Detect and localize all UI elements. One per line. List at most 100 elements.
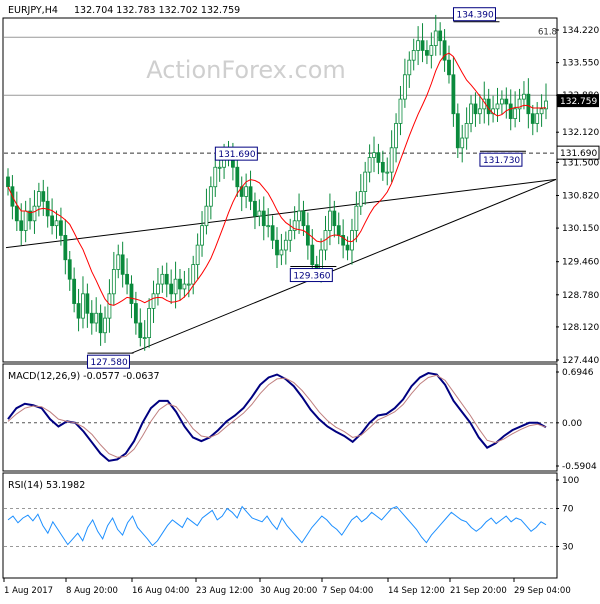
candle-body xyxy=(328,210,332,231)
candle-body xyxy=(442,40,447,61)
trendline xyxy=(5,178,557,249)
macd-layer xyxy=(4,372,556,462)
candle-body xyxy=(217,166,222,169)
candle-body xyxy=(288,230,293,241)
candle-body xyxy=(429,45,434,56)
candle-body xyxy=(301,210,306,227)
candle-body xyxy=(261,210,266,227)
candle-body xyxy=(164,273,169,285)
candle-body xyxy=(522,93,526,100)
annotation-box xyxy=(86,354,130,369)
candle-body xyxy=(336,225,341,236)
x-tick-label: 29 Sep 04:00 xyxy=(514,586,571,596)
candle-body xyxy=(213,166,218,188)
candle-body xyxy=(147,308,152,339)
candle-body xyxy=(407,59,412,76)
candle-body xyxy=(19,220,24,231)
candle-body xyxy=(81,293,85,319)
candle-body xyxy=(116,254,121,270)
price-tick-label: 128.780 xyxy=(562,291,599,301)
rsi-title: RSI(14) 53.1982 xyxy=(8,480,85,491)
candle-body xyxy=(208,186,213,207)
candle-body xyxy=(402,74,407,100)
candle-body xyxy=(425,50,429,56)
candle-body xyxy=(451,74,456,115)
candle-body xyxy=(363,171,368,192)
candle-body xyxy=(530,113,535,124)
rsi-tick-label: 30 xyxy=(562,543,574,553)
candle-body xyxy=(420,40,425,51)
candle-body xyxy=(63,234,68,261)
price-tick-label: 127.440 xyxy=(562,356,599,366)
candle-body xyxy=(125,273,129,285)
watermark: ActionForex.com xyxy=(146,56,346,84)
macd-title: MACD(12,26,9) -0.0577 -0.0637 xyxy=(8,371,160,382)
rsi-layer xyxy=(4,505,556,547)
x-tick-label: 21 Sep 20:00 xyxy=(450,586,507,596)
candle-body xyxy=(50,215,54,227)
moving-average-line xyxy=(7,52,547,306)
price-tick-label: 132.120 xyxy=(562,128,599,138)
candle-body xyxy=(544,100,548,110)
candle-body xyxy=(504,98,509,105)
candle-body xyxy=(380,161,385,173)
candle-body xyxy=(385,171,390,174)
candle-body xyxy=(173,278,178,295)
macd-tick-label: 0.6946 xyxy=(562,368,594,378)
price-panel xyxy=(2,17,558,363)
annotation-box xyxy=(289,268,333,283)
candle-body xyxy=(156,283,160,295)
x-tick-label: 23 Aug 12:00 xyxy=(196,586,253,596)
candle-body xyxy=(178,278,182,290)
candle-body xyxy=(416,40,421,51)
candle-body xyxy=(508,103,513,119)
candle-body xyxy=(411,50,416,61)
price-tick-label: 131.500 xyxy=(562,158,599,168)
candle-body xyxy=(526,93,531,115)
candle-body xyxy=(332,210,337,227)
price-layer: 61.8 134.390 131.690 129.360 131.730 127.580 xyxy=(4,7,557,369)
candle-body xyxy=(477,108,482,115)
candle-body xyxy=(345,244,350,251)
candle-body xyxy=(54,220,59,227)
candle-body xyxy=(292,220,297,231)
candle-body xyxy=(372,152,376,158)
macd-line xyxy=(7,372,547,462)
candle-body xyxy=(376,152,381,163)
candle-body xyxy=(76,303,81,319)
candle-body xyxy=(279,249,284,256)
candle-body xyxy=(142,337,147,340)
annotation-label: 131.690 xyxy=(218,150,255,160)
candle-body xyxy=(305,225,310,246)
symbol-label: EURJPY,H4 xyxy=(8,5,58,16)
candle-body xyxy=(204,205,209,227)
candle-body xyxy=(103,317,107,334)
level-price-label: 131.690 xyxy=(560,149,597,159)
candle-body xyxy=(195,244,200,266)
candle-body xyxy=(358,191,363,207)
current-price-tag xyxy=(557,94,599,108)
candle-body xyxy=(151,293,156,309)
candle-body xyxy=(341,234,346,246)
annotation-label: 127.580 xyxy=(90,358,127,368)
candle-body xyxy=(354,205,359,231)
x-tick-label: 16 Aug 04:00 xyxy=(132,586,189,596)
rsi-tick-label: 70 xyxy=(562,505,574,515)
rsi-line xyxy=(7,505,547,547)
level-price-box xyxy=(556,145,600,160)
ohlc-label: 132.704 132.783 132.702 132.759 xyxy=(74,5,240,16)
candle-body xyxy=(539,108,544,115)
candle-body xyxy=(244,186,249,197)
x-tick-label: 1 Aug 2017 xyxy=(4,586,53,596)
candle-body xyxy=(266,225,271,228)
macd-panel xyxy=(2,363,558,472)
candle-body xyxy=(41,191,46,202)
candle-body xyxy=(438,30,443,42)
candle-body xyxy=(310,244,315,266)
fib-label: 61.8 xyxy=(538,27,557,37)
x-tick-label: 7 Sep 04:00 xyxy=(322,586,373,596)
candle-body xyxy=(32,205,37,222)
candle-body xyxy=(464,123,469,139)
annotation-label: 129.360 xyxy=(293,272,330,282)
candle-body xyxy=(235,166,240,188)
